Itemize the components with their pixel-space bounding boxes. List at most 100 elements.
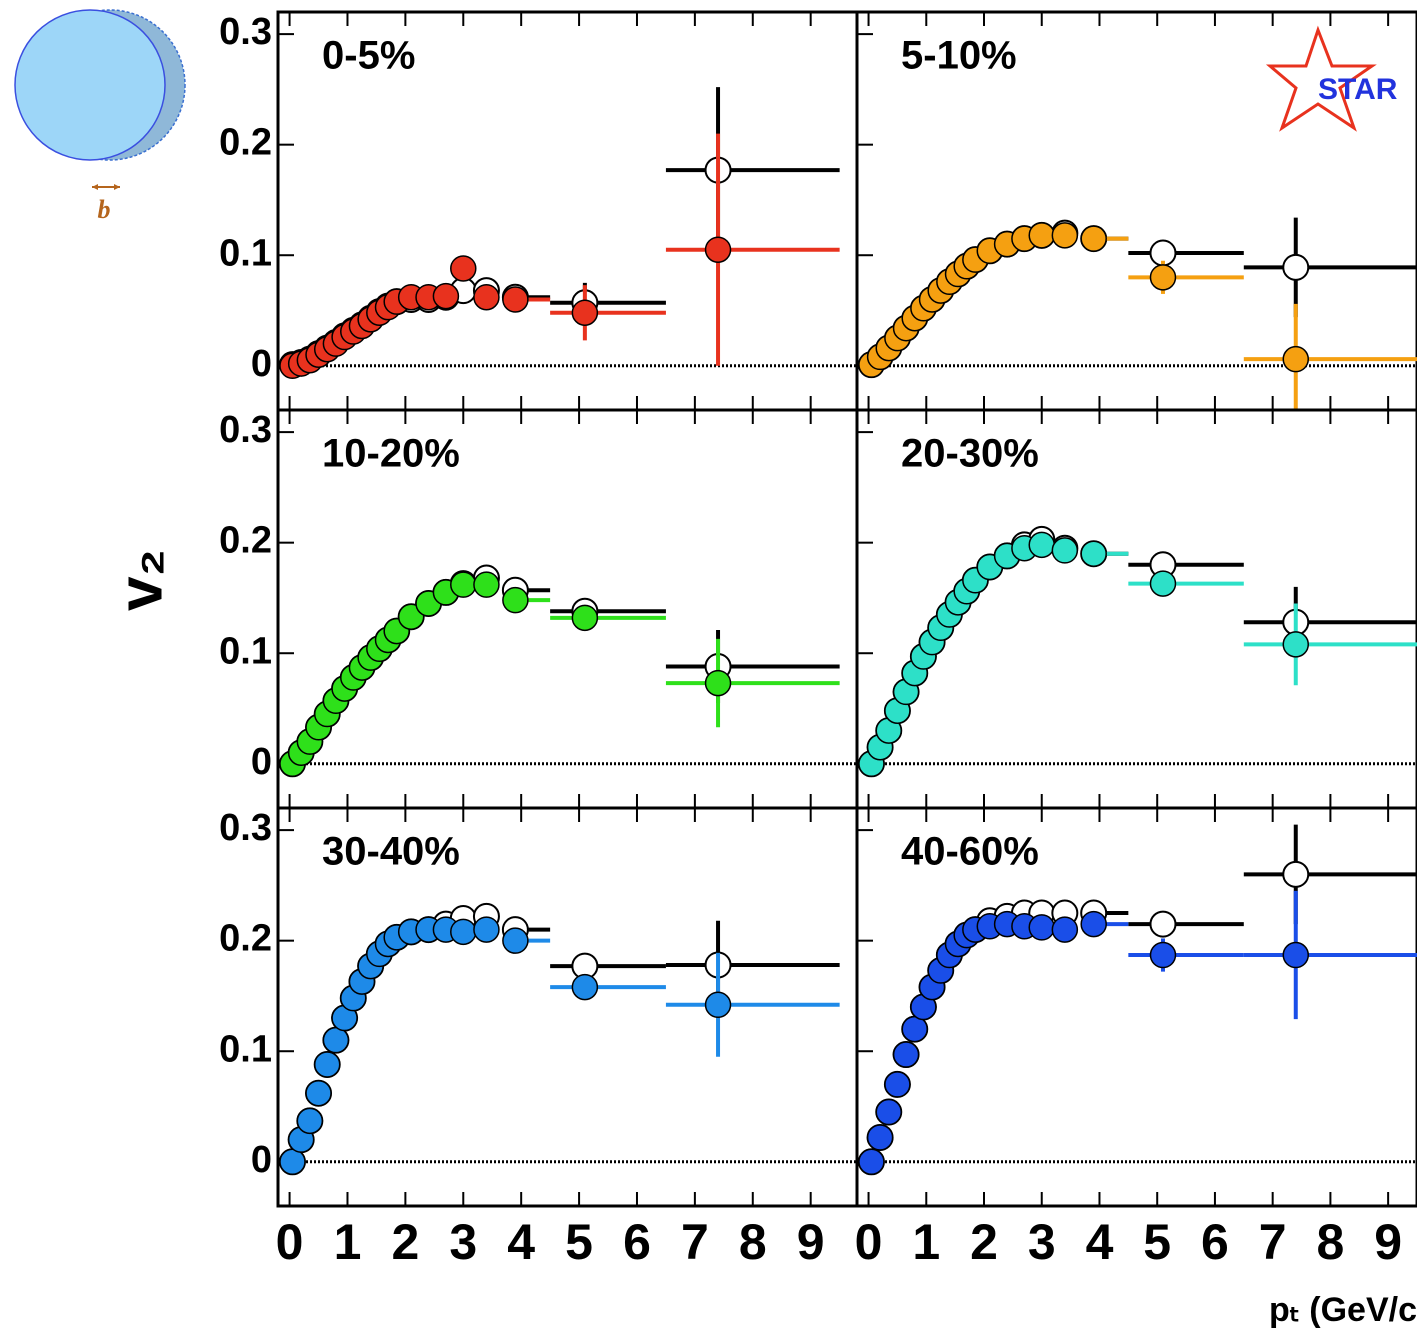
marker	[704, 991, 732, 1019]
y-tick-label: 0.1	[219, 630, 272, 672]
marker	[279, 1148, 306, 1176]
marker	[704, 236, 732, 263]
marker	[1080, 225, 1107, 252]
marker	[866, 1124, 894, 1151]
x-tick-label: 0	[855, 1214, 883, 1270]
marker	[901, 1015, 928, 1043]
x-tick-label: 6	[623, 1214, 651, 1270]
marker	[1028, 914, 1055, 941]
marker	[502, 286, 529, 313]
panel: 00.10.20.30 1 2 3 4 5 6 7 8 930-40%	[219, 806, 859, 1270]
panel-frame	[855, 10, 1417, 412]
marker	[1080, 540, 1107, 567]
marker	[1149, 910, 1177, 938]
x-tick-label: 1	[334, 1214, 362, 1270]
panel-title: 40-60%	[901, 830, 1039, 874]
y-tick-label: 0.3	[219, 409, 272, 451]
marker	[875, 1098, 903, 1126]
y-tick-label: 0.2	[219, 122, 272, 164]
marker	[1080, 910, 1107, 938]
x-tick-label: 9	[797, 1214, 825, 1270]
marker	[1149, 941, 1177, 969]
panel: 0 1 2 3 4 5 6 7 8 9 40-60%	[855, 806, 1417, 1270]
marker	[305, 1079, 332, 1107]
plot-area	[857, 824, 1417, 1176]
x-tick-label: 2	[970, 1214, 998, 1270]
y-tick-label: 0.2	[219, 918, 272, 960]
plot-area	[278, 564, 840, 778]
y-tick-label: 0.1	[219, 1028, 272, 1070]
panel-frame	[276, 806, 859, 1208]
y-tick-label: 0.1	[219, 232, 272, 274]
impact-label: b	[98, 195, 111, 224]
panel-frame	[276, 10, 859, 412]
y-tick-label: 0	[251, 343, 272, 385]
panel-frame	[276, 408, 859, 810]
marker	[858, 1148, 885, 1176]
marker	[473, 283, 500, 311]
marker	[571, 604, 599, 632]
marker	[1282, 345, 1310, 373]
marker	[1282, 860, 1310, 888]
marker	[892, 1041, 920, 1068]
panels: 0 0.1 0.2 0.3 0-5% 5-10% 0 0.1 0.2 0.3 10-20% 20-30…	[219, 10, 1417, 1270]
y-tick-label: 0	[251, 1139, 272, 1181]
y-tick-label: 0.3	[219, 11, 272, 53]
panel: 0 0.1 0.2 0.3 10-20%	[219, 408, 859, 810]
marker	[473, 916, 500, 943]
nucleus-front	[14, 9, 166, 161]
marker	[473, 571, 500, 598]
x-tick-label: 1	[912, 1214, 940, 1270]
marker	[1051, 222, 1079, 249]
panel: 20-30%	[855, 408, 1417, 810]
panel: 0 0.1 0.2 0.3 0-5%	[219, 10, 859, 412]
star-logo: STAR	[1265, 25, 1398, 132]
x-tick-label: 4	[507, 1214, 535, 1270]
x-tick-label: 2	[391, 1214, 419, 1270]
marker	[450, 571, 477, 598]
plot-area	[857, 525, 1417, 778]
y-tick-label: 0.2	[219, 520, 272, 562]
marker	[502, 927, 529, 954]
x-tick-label: 8	[739, 1214, 767, 1270]
x-tick-label: 7	[681, 1214, 709, 1270]
x-tick-label: 9	[1374, 1214, 1402, 1270]
marker	[571, 973, 599, 1001]
logo-text: STAR	[1318, 73, 1398, 106]
marker	[571, 299, 599, 326]
marker	[1028, 222, 1055, 249]
marker	[450, 918, 477, 946]
x-tick-label: 5	[1143, 1214, 1171, 1270]
panel-title: 20-30%	[901, 432, 1039, 476]
marker	[884, 1071, 911, 1098]
panel-title: 5-10%	[901, 34, 1017, 78]
marker	[322, 1026, 350, 1054]
panel-title: 30-40%	[322, 830, 460, 874]
x-tick-label: 4	[1086, 1214, 1114, 1270]
marker	[313, 1051, 341, 1078]
x-tick-label: 5	[565, 1214, 593, 1270]
y-tick-label: 0.3	[219, 807, 272, 849]
marker	[296, 1107, 324, 1135]
plot-area	[857, 217, 1417, 410]
marker	[502, 586, 529, 614]
x-tick-label: 3	[449, 1214, 477, 1270]
x-tick-label: 3	[1028, 1214, 1056, 1270]
panel: 5-10%	[855, 10, 1417, 412]
x-tick-label: 6	[1201, 1214, 1229, 1270]
marker	[432, 282, 460, 310]
marker	[1282, 941, 1310, 969]
panel-title: 0-5%	[322, 34, 415, 78]
x-tick-label: 7	[1259, 1214, 1287, 1270]
marker	[450, 255, 477, 282]
y-axis-label: v₂	[106, 549, 175, 611]
marker	[1051, 916, 1079, 943]
arrow-heads	[92, 184, 120, 190]
collision-diagram: b	[14, 9, 186, 224]
marker	[1051, 537, 1079, 564]
x-axis-label: pₜ (GeV/c	[1269, 1291, 1417, 1329]
y-tick-label: 0	[251, 741, 272, 783]
marker	[704, 669, 732, 697]
marker	[1149, 264, 1177, 291]
